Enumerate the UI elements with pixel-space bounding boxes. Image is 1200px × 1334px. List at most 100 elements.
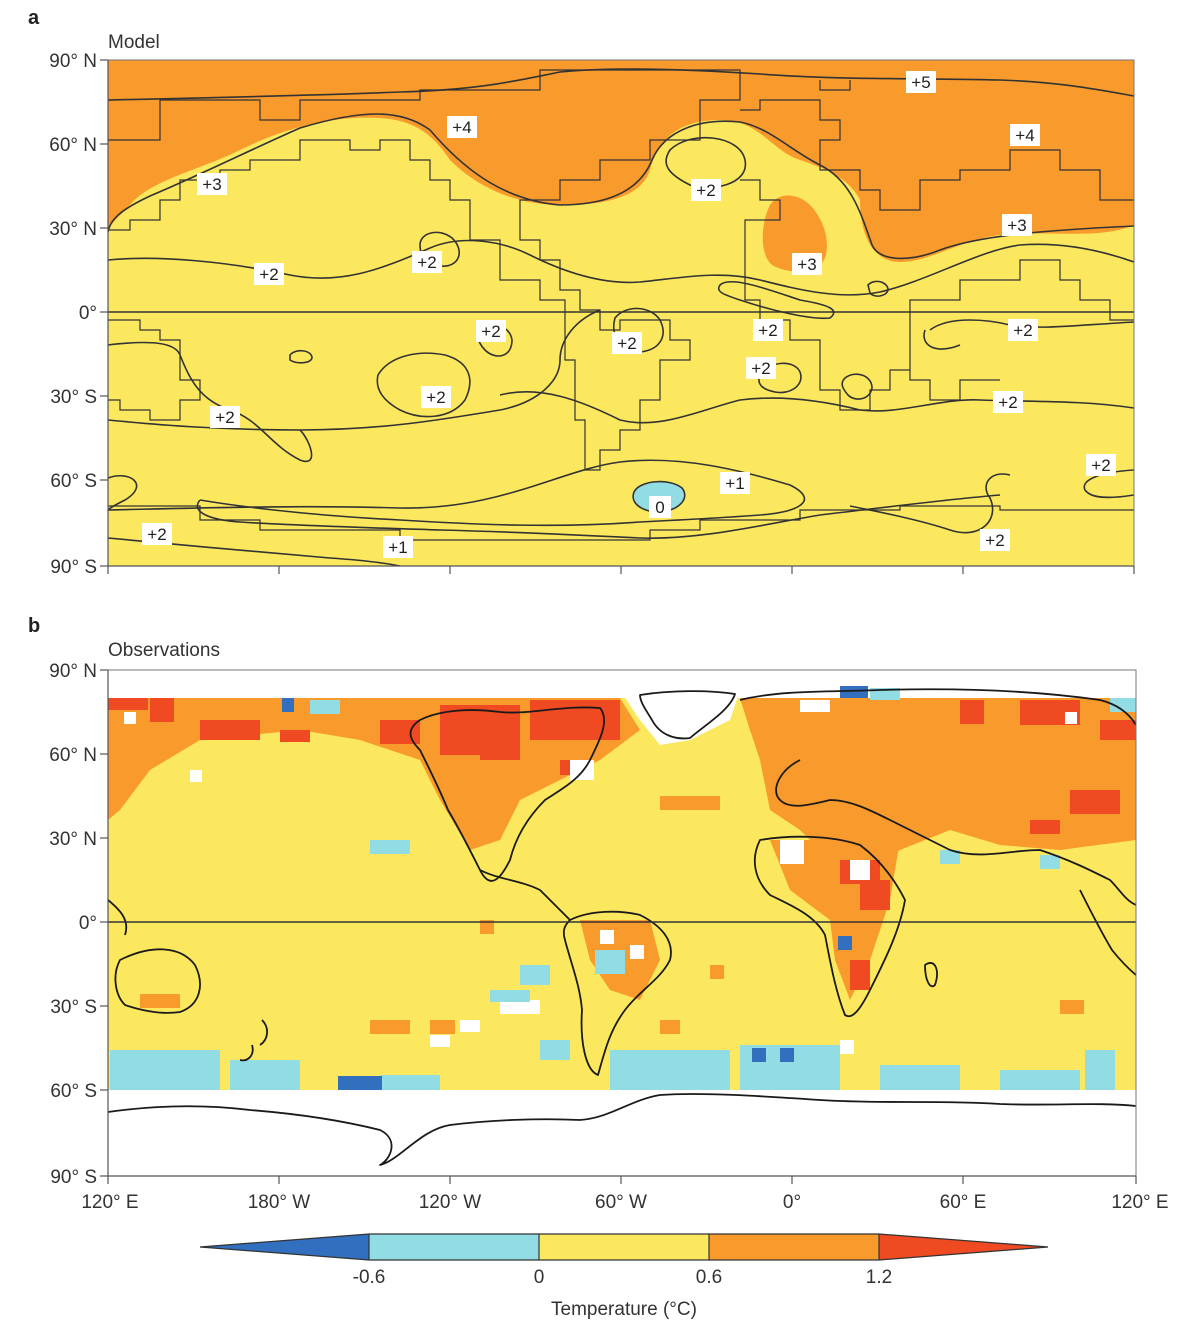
lat-tick-label: 30° S (50, 387, 97, 408)
lat-tick-label: 90° N (49, 51, 97, 72)
contour-label: +2 (481, 322, 500, 341)
contour-label: +2 (215, 408, 234, 427)
colorbar-tick-label: 1.2 (866, 1267, 892, 1288)
panel-a-lon-ticks (107, 565, 1135, 574)
lon-tick-label: 120° E (81, 1192, 138, 1213)
lat-tick-label: 90° N (49, 661, 97, 682)
lon-tick-label: 120° W (419, 1192, 482, 1213)
contour-label: +2 (696, 181, 715, 200)
contour-label: +2 (1091, 456, 1110, 475)
contour-label: +2 (417, 253, 436, 272)
panel-b-lon-axis: 120° E 180° W 120° W 60° W 0° 60° E 120°… (81, 1175, 1169, 1213)
panel-b-letter: b (28, 615, 40, 637)
colorbar-segment (709, 1234, 879, 1260)
contour-line (841, 373, 873, 400)
colorbar-segment (369, 1234, 539, 1260)
contour-line (196, 494, 1001, 539)
greenland-no-data (620, 690, 740, 745)
coastline-south-america (562, 910, 672, 1076)
contour-label: +5 (911, 73, 930, 92)
colorbar-tick-label: 0.6 (696, 1267, 722, 1288)
contour-label: +3 (797, 255, 816, 274)
contour-label: +2 (758, 321, 777, 340)
contour-line (849, 473, 1011, 534)
coastline-madagascar (924, 962, 938, 988)
lat-tick-label: 60° N (49, 135, 97, 156)
lat-tick-label: 60° N (49, 745, 97, 766)
lon-tick-label: 180° W (248, 1192, 311, 1213)
contour-line (108, 68, 1134, 101)
coastline-europe-asia (739, 688, 1136, 906)
coastline-africa (753, 835, 906, 1018)
contour-label: +3 (1007, 216, 1026, 235)
contour-line (108, 475, 138, 511)
model-land-outline-americas (108, 69, 741, 471)
lat-tick-label: 0° (79, 913, 97, 934)
contour-label: +4 (1015, 126, 1034, 145)
panel-b-title: Observations (108, 640, 220, 661)
lat-tick-label: 60° S (50, 471, 97, 492)
contour-label: +2 (426, 388, 445, 407)
contour-label: +2 (617, 334, 636, 353)
lat-tick-label: 60° S (50, 1081, 97, 1102)
coastlines (108, 688, 1136, 1166)
panel-a-map: +5 +4 +4 +3 +3 +3 +2 +2 +2 +2 +2 +2 +2 +… (108, 60, 1134, 566)
panel-a-title: Model (108, 32, 160, 53)
lat-tick-label: 30° N (49, 829, 97, 850)
colorbar-segment (200, 1234, 369, 1260)
contour-label: +2 (985, 531, 1004, 550)
lat-tick-label: 0° (79, 303, 97, 324)
lon-tick-label: 120° E (1111, 1192, 1168, 1213)
contour-label: +1 (725, 474, 744, 493)
model-land-outline-eurasia-africa (740, 80, 1134, 411)
warm-region-north-atlantic (762, 195, 827, 272)
coastline-southeast-asia (108, 889, 1136, 976)
lat-tick-label: 90° S (50, 1167, 97, 1188)
contour-label: +2 (147, 525, 166, 544)
model-contour-labels: +5 +4 +4 +3 +3 +3 +2 +2 +2 +2 +2 +2 +2 +… (142, 71, 1116, 558)
panel-a-letter: a (28, 7, 40, 29)
coastline-greenland (639, 690, 736, 740)
contour-line (108, 459, 806, 527)
coastline-antarctica (108, 1093, 1136, 1166)
model-land-outline-australia (108, 319, 201, 421)
coastline-central-america (479, 869, 571, 921)
colorbar-segment (879, 1234, 1048, 1260)
contour-line (289, 349, 313, 364)
panel-b-map (108, 670, 1136, 1176)
contour-line (108, 113, 1134, 260)
colorbar-segment (539, 1234, 709, 1260)
coastline-north-america (409, 706, 605, 882)
contour-line (376, 352, 471, 418)
contour-label: 0 (655, 498, 664, 517)
coastline-new-zealand (239, 1019, 268, 1062)
contour-line (867, 280, 889, 297)
contour-label: +2 (1013, 321, 1032, 340)
colorbar-tick-label: 0 (534, 1267, 545, 1288)
contour-label: +1 (388, 538, 407, 557)
contour-line (923, 329, 961, 350)
lat-tick-label: 30° S (50, 997, 97, 1018)
lon-tick-label: 60° E (940, 1192, 987, 1213)
contour-line (758, 362, 802, 394)
contour-label: +2 (751, 359, 770, 378)
contour-line (718, 280, 835, 320)
observed-strong-cool-cells (282, 686, 868, 1090)
lat-tick-label: 30° N (49, 219, 97, 240)
colorbar-tick-label: -0.6 (353, 1267, 386, 1288)
contour-label: +2 (259, 265, 278, 284)
observed-warm-eurasia (740, 698, 1136, 880)
panel-a-lat-axis: 90° N 60° N 30° N 0° 30° S 60° S 90° S (49, 51, 109, 578)
contour-line (108, 239, 1134, 296)
panel-b-lat-axis: 90° N 60° N 30° N 0° 30° S 60° S 90° S (49, 661, 109, 1188)
contour-label: +3 (202, 175, 221, 194)
contour-line (665, 136, 747, 189)
colorbar-label: Temperature (°C) (551, 1299, 697, 1320)
contour-label: +2 (998, 393, 1017, 412)
model-land-outline-antarctica (108, 505, 1134, 541)
lon-tick-label: 0° (783, 1192, 801, 1213)
colorbar: -0.6 0 0.6 1.2 Temperature (°C) (199, 1233, 1049, 1320)
lon-tick-label: 60° W (595, 1192, 647, 1213)
observed-orange-ocean-cells (140, 796, 1084, 1034)
